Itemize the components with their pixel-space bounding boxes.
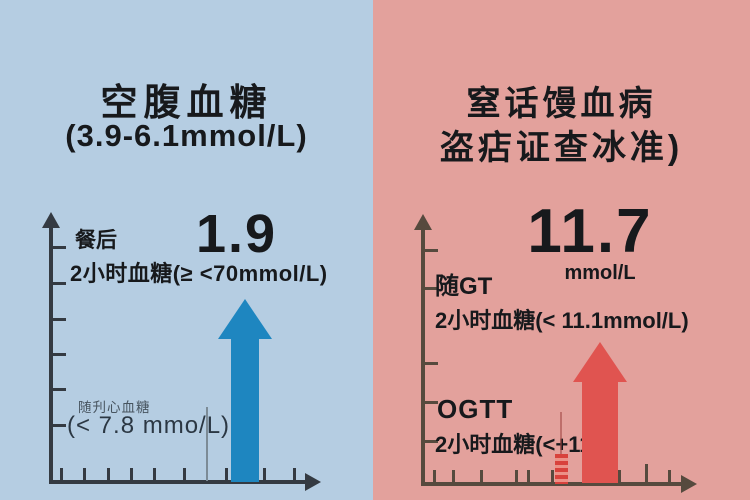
left-title-range: (3.9-6.1mmol/L) <box>65 118 308 153</box>
right-reference-line <box>560 412 562 454</box>
axis-tick <box>433 470 436 482</box>
axis-tick <box>183 468 186 481</box>
left-title: 空腹血糖 <box>100 82 273 123</box>
axis-tick <box>425 249 438 252</box>
left-reference-line <box>206 407 208 481</box>
left-y-axis <box>49 227 53 483</box>
axis-tick <box>130 468 133 481</box>
right-title: 窒话馒血病 <box>466 85 657 123</box>
axis-tick <box>425 287 438 290</box>
left-postprandial-label: 餐后 <box>75 229 117 252</box>
axis-tick <box>153 468 156 481</box>
axis-tick <box>551 470 554 482</box>
axis-tick <box>527 470 530 482</box>
left-y-axis-arrowhead-icon <box>42 212 60 228</box>
axis-tick <box>618 470 621 482</box>
left-panel-background <box>0 0 373 500</box>
right-peak-unit: mmol/L <box>564 262 636 284</box>
right-random-glucose-label: 随GT <box>435 273 493 300</box>
right-ogtt-label: OGTT <box>437 394 514 424</box>
blue-up-arrow-shaft <box>231 337 259 482</box>
axis-tick <box>53 388 66 391</box>
axis-tick <box>645 464 648 482</box>
axis-tick <box>225 468 228 481</box>
axis-tick <box>53 424 66 427</box>
axis-tick <box>53 318 66 321</box>
red-up-arrow-shaft <box>582 380 618 483</box>
left-x-axis <box>49 480 307 484</box>
right-random-glucose-range: 2小时血糖(< 11.1mmol/L) <box>435 308 689 333</box>
right-y-axis <box>421 229 425 485</box>
axis-tick <box>53 353 66 356</box>
right-y-axis-arrowhead-icon <box>414 214 432 230</box>
axis-tick <box>425 401 438 404</box>
axis-tick <box>107 468 110 481</box>
right-ogtt-range: 2小时血糖(<+11 <box>435 432 592 457</box>
axis-tick <box>53 282 66 285</box>
axis-tick <box>515 470 518 482</box>
red-up-arrow-head-icon <box>573 342 627 382</box>
axis-tick <box>263 468 266 481</box>
axis-tick <box>293 468 296 481</box>
right-title-line2: 盗痁证查冰准) <box>439 129 684 167</box>
axis-tick <box>53 246 66 249</box>
right-x-axis <box>421 482 683 486</box>
axis-tick <box>452 470 455 482</box>
left-random-glucose-label: 随刋心血糖 <box>78 400 151 415</box>
left-x-axis-arrowhead-icon <box>305 473 321 491</box>
right-peak-value: 11.7 <box>527 197 653 266</box>
axis-tick <box>480 470 483 482</box>
blue-up-arrow-head-icon <box>218 299 272 339</box>
right-x-axis-arrowhead-icon <box>681 475 697 493</box>
axis-tick <box>425 440 438 443</box>
axis-tick <box>83 468 86 481</box>
left-postprandial-range: 2小时血糖(≥ <70mmol/L) <box>70 261 328 286</box>
left-random-glucose-range: (< 7.8 mmo/L) <box>67 412 231 439</box>
axis-tick <box>668 470 671 482</box>
left-peak-value: 1.9 <box>196 204 278 264</box>
striped-marker-bar <box>555 454 568 484</box>
axis-tick <box>425 362 438 365</box>
axis-tick <box>60 468 63 481</box>
